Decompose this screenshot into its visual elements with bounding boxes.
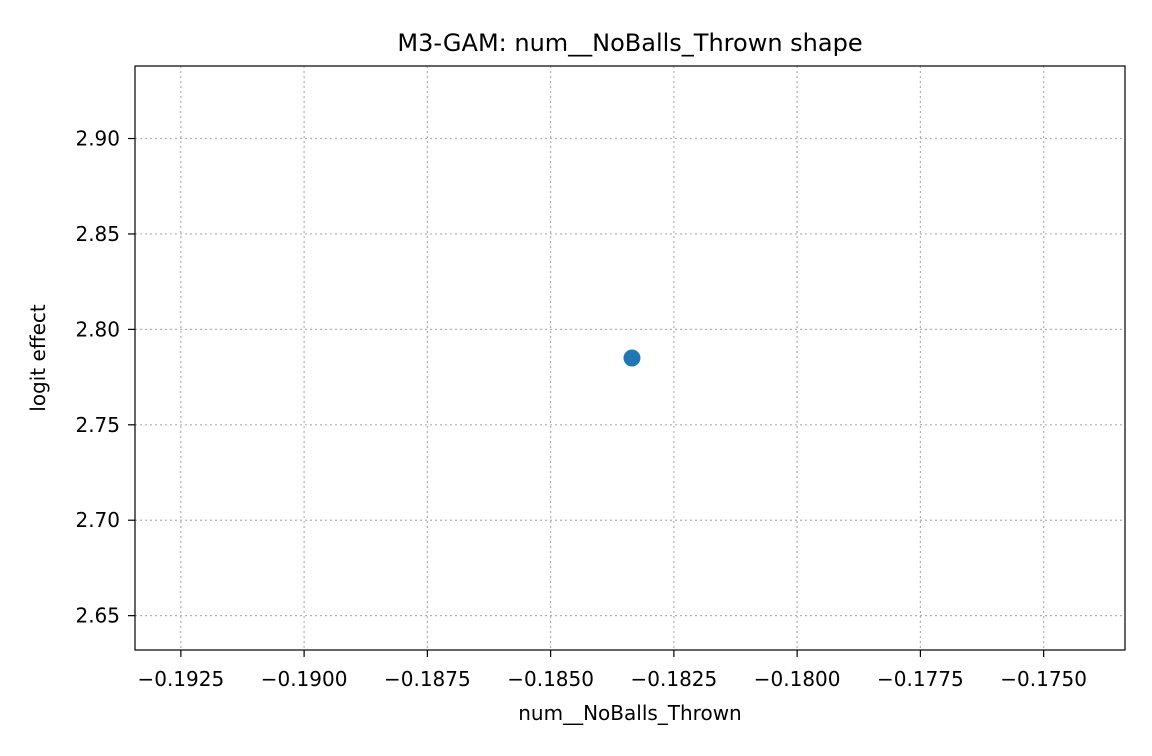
plot-area bbox=[134, 65, 1126, 651]
x-tick-label: −0.1875 bbox=[384, 667, 471, 691]
y-tick-label: 2.65 bbox=[75, 604, 120, 628]
y-tick-label: 2.90 bbox=[75, 127, 120, 151]
y-tick-label: 2.85 bbox=[75, 222, 120, 246]
x-axis-label: num__NoBalls_Thrown bbox=[518, 701, 742, 725]
x-tick-label: −0.1775 bbox=[877, 667, 964, 691]
y-tick-label: 2.75 bbox=[75, 413, 120, 437]
data-point bbox=[623, 349, 641, 367]
x-tick-label: −0.1900 bbox=[261, 667, 348, 691]
plot-frame bbox=[134, 65, 1126, 651]
x-tick-label: −0.1825 bbox=[631, 667, 718, 691]
chart-title: M3-GAM: num__NoBalls_Thrown shape bbox=[397, 29, 862, 57]
grid-layer bbox=[135, 66, 1125, 650]
x-tick-label: −0.1750 bbox=[1000, 667, 1087, 691]
y-axis: 2.65 2.70 2.75 2.80 2.85 2.90 bbox=[75, 127, 135, 628]
x-axis: −0.1925 −0.1900 −0.1875 −0.1850 −0.1825 −0.18… bbox=[137, 650, 1087, 691]
x-tick-label: −0.1800 bbox=[754, 667, 841, 691]
y-axis-label: logit effect bbox=[26, 304, 50, 412]
x-tick-label: −0.1850 bbox=[507, 667, 594, 691]
y-tick-label: 2.80 bbox=[75, 317, 120, 341]
points-layer bbox=[623, 349, 641, 367]
y-tick-label: 2.70 bbox=[75, 508, 120, 532]
x-tick-label: −0.1925 bbox=[137, 667, 224, 691]
